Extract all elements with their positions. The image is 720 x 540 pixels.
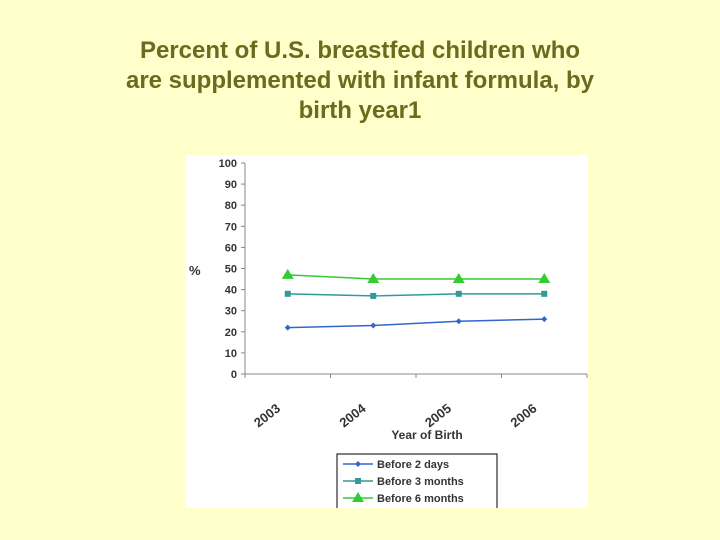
series-line	[287, 274, 545, 280]
chart-panel: 0 10 20 30 40 50 60 70 80 90 100 2003 2004 2005 2006 …	[186, 155, 588, 510]
data-point	[367, 273, 380, 284]
slide-title-line-1: Percent of U.S. breastfed children who	[139, 37, 581, 64]
slide-title-line-3: birth year1	[298, 97, 422, 124]
legend-marker	[355, 461, 361, 467]
y-tick-label: 100	[219, 158, 237, 170]
y-tick-label: 60	[225, 242, 237, 254]
data-point	[284, 290, 291, 297]
chart-legend: Before 2 days Before 3 months Before 6 mon…	[336, 453, 498, 510]
series-line	[287, 318, 545, 329]
y-tick-label: 80	[225, 200, 237, 212]
x-axis-ticks: 2003 2004 2005 2006	[244, 374, 588, 431]
series-line	[287, 293, 545, 297]
y-tick-label: 0	[231, 369, 237, 381]
data-point	[370, 292, 377, 299]
legend-marker	[355, 478, 361, 484]
x-tick-label: 2006	[507, 401, 539, 431]
x-tick-label: 2005	[422, 401, 454, 431]
legend-label: Before 6 months	[377, 493, 464, 505]
legend-label: Before 2 days	[377, 459, 449, 471]
slide-title: Percent of U.S. breastfed children who a…	[20, 36, 700, 126]
series-2	[284, 290, 548, 299]
x-axis-label: Year of Birth	[391, 428, 462, 442]
y-tick-label: 70	[225, 221, 237, 233]
y-tick-label: 40	[225, 285, 237, 297]
series-1	[284, 316, 548, 331]
x-tick-label: 2004	[336, 400, 369, 430]
legend-label: Before 3 months	[377, 476, 464, 488]
data-point	[455, 318, 462, 325]
x-tick-label: 2003	[251, 401, 283, 431]
series-3	[281, 268, 551, 284]
chart-axes	[244, 163, 587, 375]
data-point	[452, 273, 465, 284]
y-tick-label: 90	[225, 179, 237, 191]
y-tick-label: 20	[225, 327, 237, 339]
data-point	[370, 322, 377, 329]
data-point	[541, 290, 548, 297]
y-axis-label: %	[189, 263, 201, 278]
y-tick-label: 30	[225, 306, 237, 318]
legend-box	[336, 453, 498, 510]
data-point	[281, 268, 294, 279]
data-point	[541, 316, 548, 323]
data-point	[284, 324, 291, 331]
y-tick-label: 10	[225, 348, 237, 360]
legend-marker	[352, 492, 364, 502]
y-axis-ticks: 0 10 20 30 40 50 60 70 80 90 100	[219, 158, 245, 381]
data-point	[538, 273, 551, 284]
y-tick-label: 50	[225, 264, 237, 276]
data-point	[455, 290, 462, 297]
slide-title-line-2: are supplemented with infant formula, by	[125, 67, 595, 94]
chart-series	[281, 268, 551, 331]
